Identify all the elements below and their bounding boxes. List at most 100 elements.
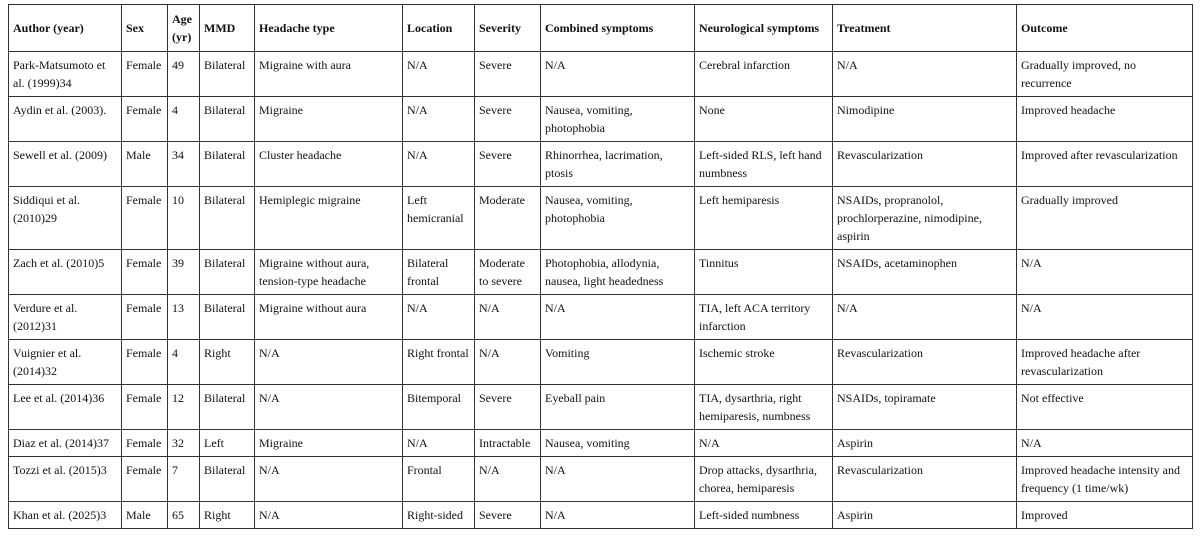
table-cell: N/A [402, 429, 475, 457]
table-cell: N/A [832, 294, 1017, 340]
table-cell: Intractable [474, 429, 541, 457]
table-cell: Bilateral [199, 456, 255, 502]
table-cell: Moderate to severe [474, 249, 541, 295]
table-cell: 39 [167, 249, 200, 295]
table-cell: Left-sided numbness [694, 501, 833, 529]
table-cell: 65 [167, 501, 200, 529]
table-cell: Improved headache [1016, 96, 1193, 142]
table-cell: Bilateral [199, 141, 255, 187]
table-cell: Left hemicranial [402, 186, 475, 250]
table-cell: Aydin et al. (2003). [8, 96, 122, 142]
table-cell: Nimodipine [832, 96, 1017, 142]
table-cell: 12 [167, 384, 200, 430]
table-cell: N/A [540, 501, 695, 529]
table-cell: N/A [540, 51, 695, 97]
table-cell: Bilateral [199, 294, 255, 340]
table-cell: Drop attacks, dysarthria, chorea, hemipa… [694, 456, 833, 502]
table-cell: Improved after revascularization [1016, 141, 1193, 187]
table-cell: Gradually improved, no recurrence [1016, 51, 1193, 97]
table-cell: Migraine without aura [254, 294, 403, 340]
table-row: Lee et al. (2014)36 Female 12 Bilateral N/A B… [8, 384, 1193, 430]
table-row: Verdure et al. (2012)31 Female 13 Bilateral… [8, 294, 1193, 340]
table-cell: Female [121, 384, 168, 430]
table-cell: Severe [474, 501, 541, 529]
table-cell: 10 [167, 186, 200, 250]
table-row: Khan et al. (2025)3 Male 65 Right N/A Right-s… [8, 501, 1193, 529]
table-cell: Ischemic stroke [694, 339, 833, 385]
table-cell: N/A [402, 141, 475, 187]
table-cell: Bilateral [199, 96, 255, 142]
table-cell: Tozzi et al. (2015)3 [8, 456, 122, 502]
table-cell: NSAIDs, acetaminophen [832, 249, 1017, 295]
table-cell: Female [121, 339, 168, 385]
table-cell: Female [121, 249, 168, 295]
table-cell: Female [121, 456, 168, 502]
table-cell: Gradually improved [1016, 186, 1193, 250]
table-body: Park-Matsumoto et al. (1999)34 Female 49 Bi… [8, 51, 1193, 529]
table-cell: Left-sided RLS, left hand numbness [694, 141, 833, 187]
header-cell: Severity [474, 4, 541, 52]
table-cell: N/A [254, 456, 403, 502]
header-cell: Location [402, 4, 475, 52]
table-cell: 13 [167, 294, 200, 340]
table-cell: Improved headache after revascularizatio… [1016, 339, 1193, 385]
table-row: Tozzi et al. (2015)3 Female 7 Bilateral N/A F… [8, 456, 1193, 502]
table-cell: Photophobia, allodynia, nausea, light he… [540, 249, 695, 295]
table-cell: Right [199, 339, 255, 385]
table-row: Vuignier et al. (2014)32 Female 4 Right N/A R… [8, 339, 1193, 385]
table-cell: Female [121, 51, 168, 97]
table-cell: TIA, left ACA territory infarction [694, 294, 833, 340]
table-row: Diaz et al. (2014)37 Female 32 Left Migraine… [8, 429, 1193, 457]
table-cell: None [694, 96, 833, 142]
table-cell: Moderate [474, 186, 541, 250]
table-cell: Hemiplegic migraine [254, 186, 403, 250]
table-cell: Cluster headache [254, 141, 403, 187]
table-cell: Vomiting [540, 339, 695, 385]
table-row: Aydin et al. (2003). Female 4 Bilateral Migr… [8, 96, 1193, 142]
header-cell: Neurological symptoms [694, 4, 833, 52]
table-cell: Migraine with aura [254, 51, 403, 97]
table-cell: Cerebral infarction [694, 51, 833, 97]
table-cell: Bilateral frontal [402, 249, 475, 295]
table-cell: Vuignier et al. (2014)32 [8, 339, 122, 385]
table-cell: N/A [402, 51, 475, 97]
data-table: Author (year) Sex Age (yr) MMD Headache type… [8, 4, 1193, 529]
header-cell: Sex [121, 4, 168, 52]
table-cell: N/A [1016, 294, 1193, 340]
table-cell: Diaz et al. (2014)37 [8, 429, 122, 457]
table-cell: Female [121, 294, 168, 340]
table-cell: Improved [1016, 501, 1193, 529]
table-cell: Improved headache intensity and frequenc… [1016, 456, 1193, 502]
table-cell: NSAIDs, propranolol, prochlorperazine, n… [832, 186, 1017, 250]
table-cell: Bilateral [199, 249, 255, 295]
table-cell: Migraine without aura, tension-type head… [254, 249, 403, 295]
table-cell: 34 [167, 141, 200, 187]
table-cell: Revascularization [832, 339, 1017, 385]
table-cell: N/A [474, 456, 541, 502]
table-cell: Female [121, 96, 168, 142]
table-cell: N/A [254, 501, 403, 529]
table-cell: Male [121, 501, 168, 529]
table-cell: Right frontal [402, 339, 475, 385]
table-cell: Severe [474, 96, 541, 142]
table-cell: Nausea, vomiting, photophobia [540, 186, 695, 250]
table-cell: Aspirin [832, 429, 1017, 457]
table-cell: NSAIDs, topiramate [832, 384, 1017, 430]
table-cell: Frontal [402, 456, 475, 502]
table-cell: Male [121, 141, 168, 187]
table-cell: Female [121, 186, 168, 250]
header-cell: Age (yr) [167, 4, 200, 52]
table-cell: Migraine [254, 96, 403, 142]
table-cell: Lee et al. (2014)36 [8, 384, 122, 430]
table-row: Zach et al. (2010)5 Female 39 Bilateral Migr… [8, 249, 1193, 295]
header-row: Author (year) Sex Age (yr) MMD Headache type… [8, 4, 1193, 52]
table-cell: Right [199, 501, 255, 529]
table-cell: Bilateral [199, 384, 255, 430]
table-cell: Park-Matsumoto et al. (1999)34 [8, 51, 122, 97]
table-cell: N/A [402, 96, 475, 142]
table-cell: N/A [254, 384, 403, 430]
table-cell: Migraine [254, 429, 403, 457]
table-cell: N/A [540, 456, 695, 502]
table-cell: Revascularization [832, 456, 1017, 502]
table-row: Siddiqui et al. (2010)29 Female 10 Bilatera… [8, 186, 1193, 250]
